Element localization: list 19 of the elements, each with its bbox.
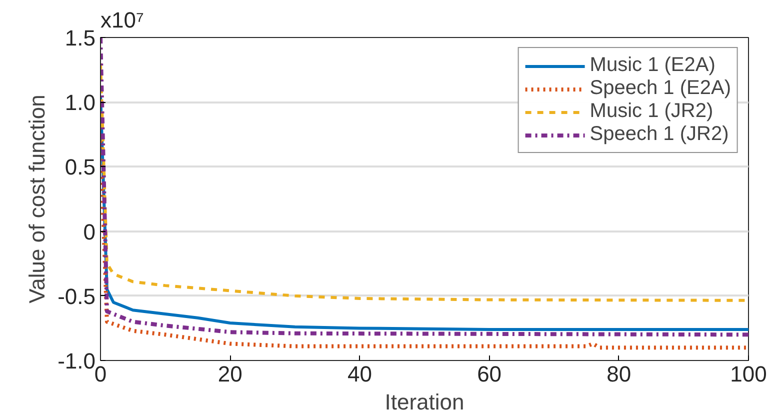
x-tick-label: 80 — [606, 362, 632, 386]
y-tick-label: 0 — [83, 219, 96, 244]
y-tick-label: 1.5 — [64, 26, 96, 50]
y-axis-title: Value of cost function — [24, 94, 50, 304]
x-tick-label: 60 — [477, 362, 502, 386]
legend-label: Music 1 (JR2) — [590, 100, 714, 123]
legend-label: Music 1 (E2A) — [590, 54, 716, 77]
line-series — [100, 38, 748, 337]
x-tick-label: 40 — [347, 362, 372, 386]
legend-label: Speech 1 (E2A) — [590, 77, 731, 100]
legend-label: Speech 1 (JR2) — [590, 123, 729, 146]
x-axis-title: Iteration — [384, 390, 464, 414]
text: x10⁷ — [100, 8, 144, 32]
y-tick-label: -0.5 — [58, 284, 96, 309]
y-tick-label: 0.5 — [64, 154, 96, 180]
x-tick-label: 20 — [218, 362, 242, 386]
x-tick-label: 100 — [730, 362, 767, 386]
y-tick-label: -1.0 — [58, 348, 96, 374]
y-tick-label: 1.0 — [64, 90, 96, 116]
